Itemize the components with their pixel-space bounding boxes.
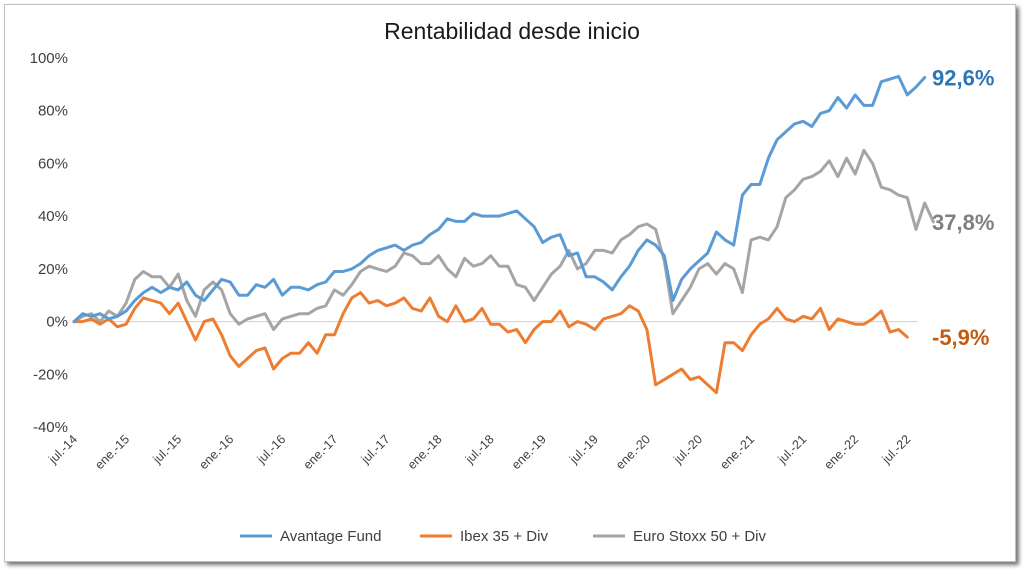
x-tick-label: jul.-14	[45, 432, 80, 467]
x-tick-label: ene.-21	[717, 432, 757, 472]
x-tick-label: jul.-20	[670, 432, 705, 467]
x-axis: jul.-14 ene.-15 jul.-15 ene.-16 jul.-16 ene.-…	[45, 432, 913, 472]
x-tick-label: ene.-18	[405, 432, 445, 472]
x-tick-label: ene.-17	[301, 432, 341, 472]
legend-label: Euro Stoxx 50 + Div	[633, 528, 766, 545]
x-tick-label: jul.-22	[879, 432, 914, 467]
series-line-2	[72, 148, 935, 331]
y-tick-label: 100%	[30, 50, 68, 67]
chart-title: Rentabilidad desde inicio	[384, 18, 640, 44]
x-tick-label: jul.-17	[358, 432, 393, 467]
x-tick-label: jul.-21	[775, 432, 810, 467]
y-tick-label: 80%	[38, 103, 68, 120]
series-line-1	[72, 291, 909, 395]
x-tick-label: ene.-22	[821, 432, 861, 472]
x-tick-label: jul.-18	[462, 432, 497, 467]
x-tick-label: ene.-15	[92, 432, 132, 472]
end-value-label: 92,6%	[932, 66, 994, 91]
end-value-label: 37,8%	[932, 210, 994, 235]
end-value-label: -5,9%	[932, 325, 989, 350]
y-tick-label: 20%	[38, 261, 68, 278]
x-tick-label: jul.-15	[150, 432, 185, 467]
y-tick-label: 60%	[38, 155, 68, 172]
y-tick-label: -20%	[33, 366, 68, 383]
y-tick-label: 40%	[38, 208, 68, 225]
plot-area	[72, 74, 935, 395]
y-tick-label: 0%	[46, 314, 68, 331]
legend-label: Ibex 35 + Div	[460, 528, 548, 545]
legend: Avantage Fund Ibex 35 + Div Euro Stoxx 50 …	[240, 528, 766, 545]
end-labels: 92,6% -5,9% 37,8%	[932, 66, 994, 351]
y-axis: 100% 80% 60% 40% 20% 0% -20% -40%	[30, 50, 68, 436]
x-tick-label: ene.-20	[613, 432, 653, 472]
x-tick-label: ene.-16	[196, 432, 236, 472]
x-tick-label: ene.-19	[509, 432, 549, 472]
y-tick-label: -40%	[33, 419, 68, 436]
x-tick-label: jul.-19	[566, 432, 601, 467]
legend-label: Avantage Fund	[280, 528, 381, 545]
series-line-0	[72, 74, 927, 324]
x-tick-label: jul.-16	[254, 432, 289, 467]
